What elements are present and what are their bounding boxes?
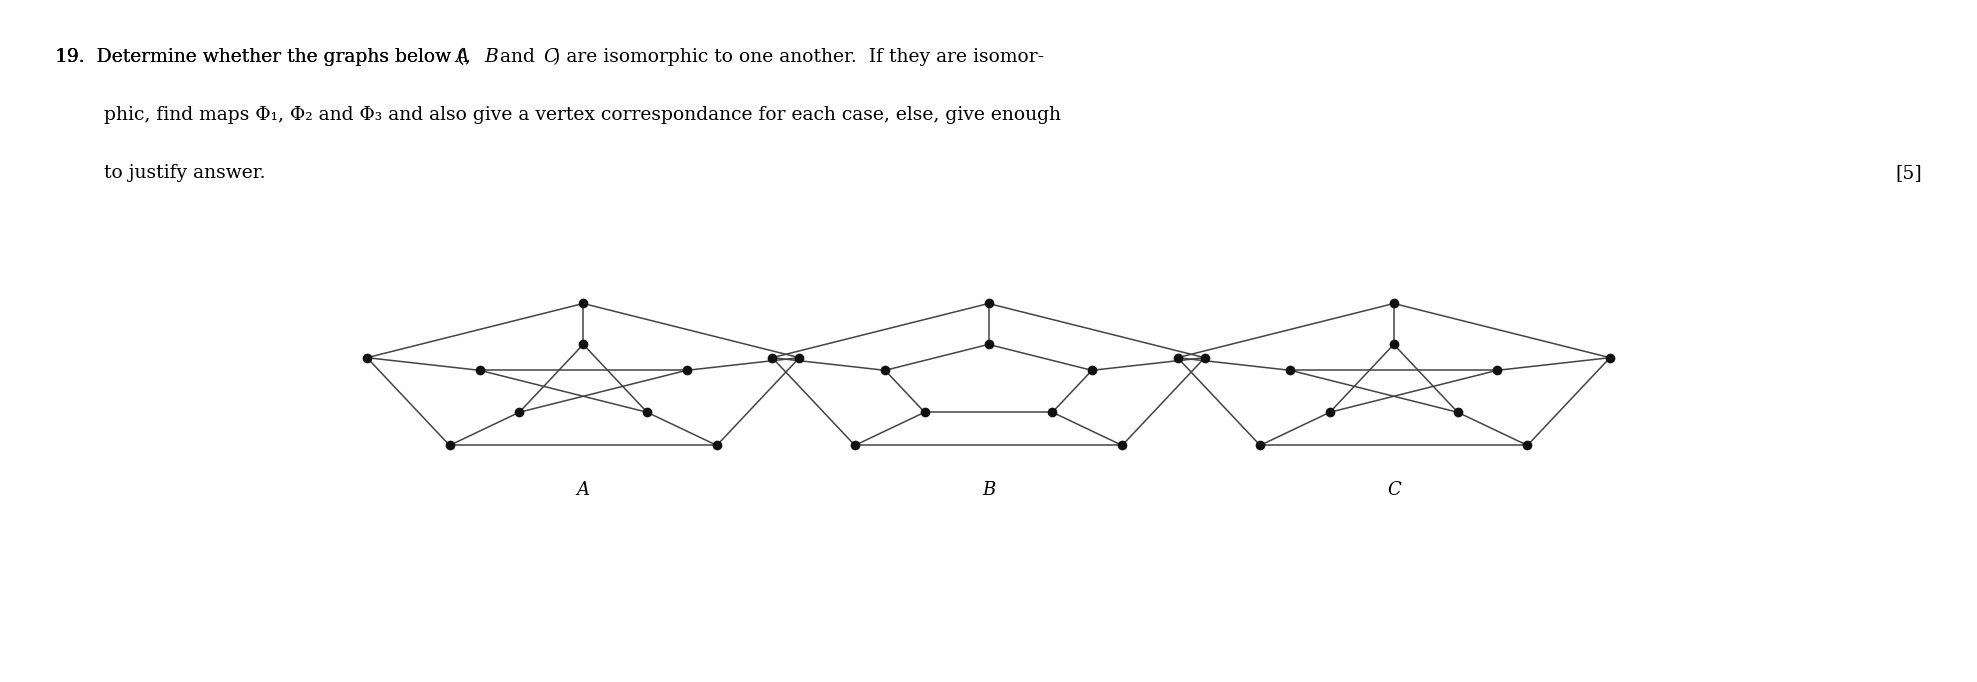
Text: ) are isomorphic to one another.  If they are isomor-: ) are isomorphic to one another. If they…: [554, 48, 1044, 66]
Text: 19.: 19.: [55, 48, 85, 65]
Text: C: C: [1388, 481, 1400, 499]
Text: to justify answer.: to justify answer.: [105, 164, 265, 181]
Text: A: A: [577, 481, 589, 499]
Text: 19.  Determine whether the graphs below (: 19. Determine whether the graphs below (: [55, 48, 465, 66]
Text: phic, find maps Φ₁, Φ₂ and Φ₃ and also give a vertex correspondance for each cas: phic, find maps Φ₁, Φ₂ and Φ₃ and also g…: [105, 106, 1062, 123]
Text: ,: ,: [465, 48, 476, 65]
Text: C: C: [544, 48, 558, 65]
Text: B: B: [983, 481, 994, 499]
Text: [5]: [5]: [1894, 164, 1922, 181]
Text: A: A: [455, 48, 469, 65]
Text: and: and: [494, 48, 542, 65]
Text: B: B: [484, 48, 498, 65]
Text: 19.  Determine whether the graphs below (: 19. Determine whether the graphs below (: [55, 48, 465, 66]
